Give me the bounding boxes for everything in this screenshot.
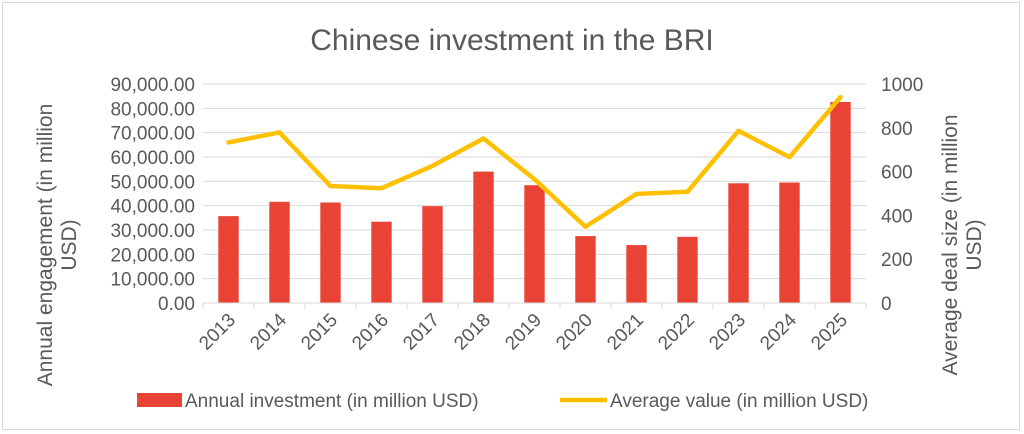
x-tick-label: 2015 xyxy=(297,310,342,355)
x-tick-label: 2024 xyxy=(756,309,801,354)
y2-tick-label: 400 xyxy=(881,206,913,227)
y-tick-label: 10,000.00 xyxy=(110,270,195,291)
y-tick-label: 30,000.00 xyxy=(110,221,195,242)
x-tick-label: 2023 xyxy=(705,310,750,355)
x-tick-label: 2021 xyxy=(603,310,648,355)
y-tick-label: 20,000.00 xyxy=(110,245,195,266)
legend-label-bar: Annual investment (in million USD) xyxy=(185,391,479,412)
legend-label-line: Average value (in million USD) xyxy=(610,391,868,412)
bar-2025 xyxy=(830,102,851,303)
bar-2015 xyxy=(320,202,341,303)
y-tick-label: 50,000.00 xyxy=(110,172,195,193)
x-tick-label: 2014 xyxy=(246,309,291,354)
y-tick-label: 90,000.00 xyxy=(110,75,195,96)
bar-2016 xyxy=(371,221,392,303)
bar-2021 xyxy=(626,245,647,303)
y-tick-label: 70,000.00 xyxy=(110,124,195,145)
x-tick-label: 2017 xyxy=(399,310,444,355)
x-tick-label: 2025 xyxy=(807,310,852,355)
y-tick-label: 40,000.00 xyxy=(110,197,195,218)
x-tick-label: 2022 xyxy=(654,310,699,355)
x-tick-label: 2019 xyxy=(501,310,546,355)
bar-2020 xyxy=(575,236,596,303)
chart-title: Chinese investment in the BRI xyxy=(310,24,714,57)
y2-tick-label: 800 xyxy=(881,119,913,140)
legend-swatch-bar xyxy=(137,393,182,407)
y-tick-label: 0.00 xyxy=(158,294,195,315)
bar-2022 xyxy=(677,236,698,303)
x-tick-label: 2013 xyxy=(195,310,240,355)
bar-2019 xyxy=(524,185,545,303)
y2-tick-label: 1000 xyxy=(881,75,923,96)
y2-tick-label: 0 xyxy=(881,294,892,315)
x-tick-label: 2020 xyxy=(552,310,597,355)
bar-2018 xyxy=(473,171,494,303)
y2-tick-label: 600 xyxy=(881,163,913,184)
bar-2017 xyxy=(422,206,443,303)
bar-2023 xyxy=(728,183,749,303)
y2-tick-label: 200 xyxy=(881,250,913,271)
bar-2013 xyxy=(218,216,239,303)
x-tick-label: 2016 xyxy=(348,310,393,355)
bar-2014 xyxy=(269,201,290,303)
y-tick-label: 80,000.00 xyxy=(110,99,195,120)
bar-2024 xyxy=(779,182,800,303)
y-axis-label: Annual engagement (in millionUSD) xyxy=(34,104,81,387)
x-tick-label: 2018 xyxy=(450,310,495,355)
y-tick-label: 60,000.00 xyxy=(110,148,195,169)
y2-axis-label: Average deal size (in millionUSD) xyxy=(939,114,986,375)
